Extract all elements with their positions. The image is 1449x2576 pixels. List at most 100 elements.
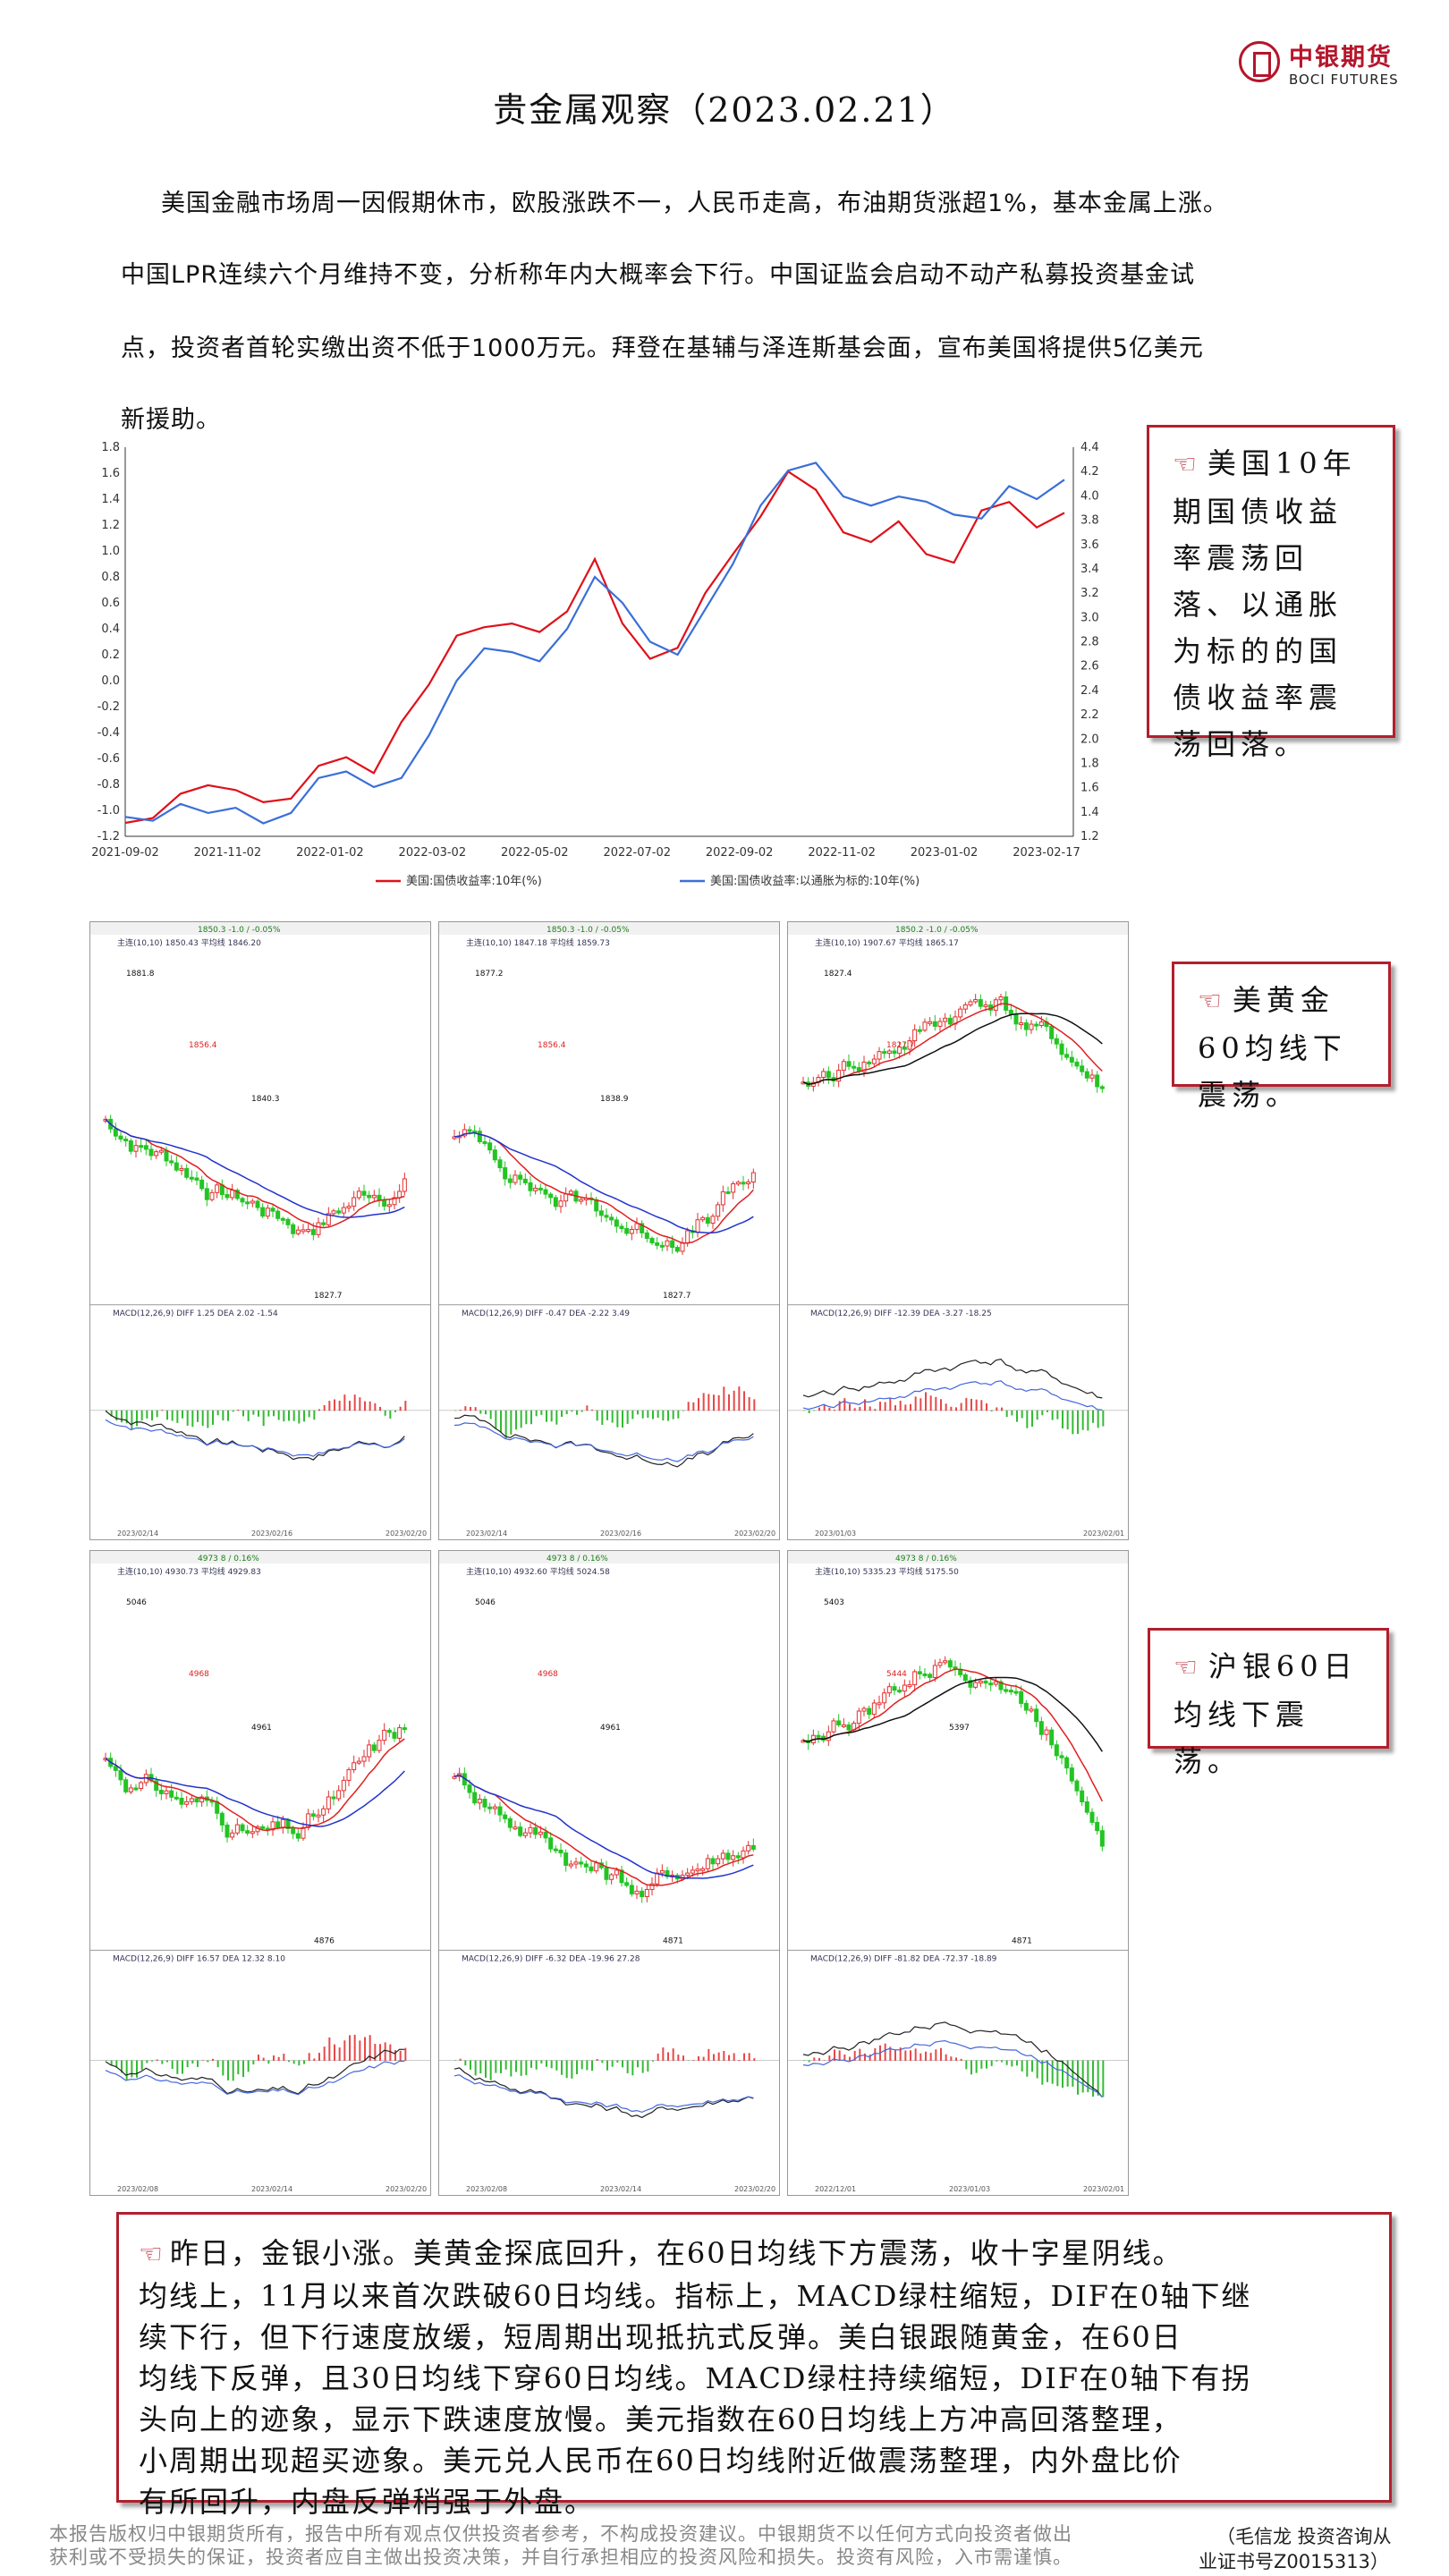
macd-histogram-bar: [580, 2060, 583, 2070]
candle-body: [189, 1176, 194, 1180]
candle-body: [1023, 1022, 1029, 1030]
macd-histogram-bar: [374, 2044, 377, 2062]
macd-histogram-bar: [641, 1410, 644, 1419]
macd-histogram-bar: [929, 2053, 932, 2062]
candle-body: [937, 1021, 943, 1027]
macd-histogram-bar: [733, 2053, 735, 2062]
date-label: 2023/02/20: [734, 2185, 775, 2193]
y-left-tick-label: 0.8: [101, 571, 120, 584]
macd-histogram-bar: [1077, 1410, 1079, 1435]
silver-chart-row: 4973 8 / 0.16% 主连(10,10) 4930.73 平均线 4929…: [89, 1550, 1129, 2196]
candle-body: [225, 1824, 230, 1838]
x-tick-label: 2022-09-02: [706, 846, 774, 860]
candle-body: [240, 1824, 245, 1832]
macd-label: MACD(12,26,9) DIFF -0.47 DEA -2.22 3.49: [462, 1309, 630, 1318]
macd-histogram-bar: [535, 2060, 538, 2070]
macd-dea-line: [453, 2074, 754, 2114]
candle-body: [184, 1801, 190, 1805]
candle-body: [275, 1821, 281, 1828]
macd-histogram-bar: [258, 2055, 259, 2062]
candle-body: [316, 1222, 321, 1235]
macd-histogram-bar: [273, 1410, 275, 1417]
candle-body: [199, 1796, 205, 1803]
macd-histogram-bar: [975, 1399, 978, 1411]
candle-body: [609, 1216, 614, 1221]
macd-histogram-bar: [212, 1410, 214, 1425]
candle-body: [543, 1189, 548, 1195]
macd-histogram-bar: [667, 2052, 669, 2062]
macd-histogram-bar: [1011, 2060, 1013, 2067]
macd-histogram-bar: [500, 2060, 502, 2073]
macd-dea-line: [453, 1422, 754, 1462]
macd-histogram-bar: [1026, 1410, 1029, 1428]
candle-body: [821, 1071, 826, 1079]
candle-body: [725, 1191, 731, 1194]
candle-body: [750, 1172, 756, 1183]
candle-body: [533, 1826, 538, 1835]
macd-histogram-bar: [622, 2060, 623, 2068]
price-annotation: 1827.7: [886, 1041, 915, 1050]
candle-body: [816, 1734, 821, 1738]
macd-histogram-bar: [1046, 2060, 1048, 2082]
candle-body: [700, 1216, 706, 1221]
ma-line-long: [453, 1774, 754, 1879]
macd-label: MACD(12,26,9) DIFF -12.39 DEA -3.27 -18.…: [810, 1309, 992, 1318]
macd-histogram-bar: [176, 2060, 179, 2074]
candle-body: [902, 1046, 907, 1050]
candle-body: [665, 1869, 670, 1877]
macd-histogram-bar: [166, 2060, 168, 2063]
candle-body: [877, 1702, 882, 1706]
macd-histogram-bar: [1016, 2060, 1018, 2066]
macd-dea-line: [105, 1419, 405, 1457]
macd-histogram-bar: [303, 1410, 305, 1422]
macd-histogram-bar: [343, 1394, 346, 1411]
candle-body: [1038, 1721, 1044, 1735]
macd-histogram-bar: [838, 2050, 841, 2062]
candle-body: [943, 1017, 948, 1022]
y-left-tick-label: -1.0: [97, 804, 120, 818]
macd-histogram-bar: [1031, 1410, 1033, 1428]
macd-histogram-bar: [950, 2056, 953, 2062]
candle-body: [316, 1814, 321, 1818]
date-label: 2023/02/20: [386, 1530, 427, 1538]
candle-body: [538, 1187, 543, 1191]
macd-histogram-bar: [1021, 2060, 1023, 2072]
macd-histogram-bar: [576, 2060, 578, 2075]
macd-histogram-bar: [929, 1395, 932, 1411]
panel-ma-label: 主连(10,10) 5335.23 平均线 5175.50: [815, 1566, 959, 1577]
macd-histogram-bar: [596, 1410, 598, 1421]
candle-body: [310, 1813, 316, 1818]
date-label: 2022/12/01: [815, 2185, 856, 2193]
price-annotation: 1856.4: [538, 1041, 566, 1050]
candle-body: [735, 1182, 741, 1185]
macd-dif-line: [105, 1410, 405, 1461]
macd-histogram-bar: [106, 2060, 107, 2062]
macd-histogram-bar: [364, 1401, 366, 1411]
candle-body: [548, 1193, 554, 1199]
candle-body: [983, 1004, 988, 1008]
candle-body: [680, 1242, 685, 1252]
macd-histogram-bar: [247, 1410, 250, 1421]
macd-dif-line: [453, 1414, 754, 1468]
candle-body: [649, 1237, 655, 1244]
macd-histogram-bar: [914, 2048, 917, 2062]
macd-histogram-bar: [182, 2060, 183, 2074]
macd-histogram-bar: [540, 2060, 543, 2063]
candle-body: [139, 1145, 144, 1148]
price-annotation: 5046: [475, 1598, 496, 1607]
macd-histogram-bar: [899, 2047, 902, 2062]
macd-histogram-bar: [197, 2060, 199, 2067]
candle-body: [280, 1818, 285, 1828]
gold-chart-row: 1850.3 -1.0 / -0.05% 主连(10,10) 1850.43 平均…: [89, 921, 1129, 1540]
candle-body: [215, 1184, 220, 1193]
candle-body: [184, 1167, 190, 1178]
candle-body: [467, 1784, 472, 1793]
candle-body: [234, 1190, 240, 1199]
macd-histogram-bar: [1102, 1410, 1105, 1427]
x-tick-label: 2022-11-02: [808, 846, 876, 860]
macd-histogram-bar: [489, 1410, 492, 1419]
price-annotation: 1856.4: [189, 1041, 217, 1050]
y-left-tick-label: -1.2: [97, 830, 120, 843]
candle-body: [1013, 1690, 1019, 1694]
macd-histogram-bar: [960, 2058, 962, 2062]
